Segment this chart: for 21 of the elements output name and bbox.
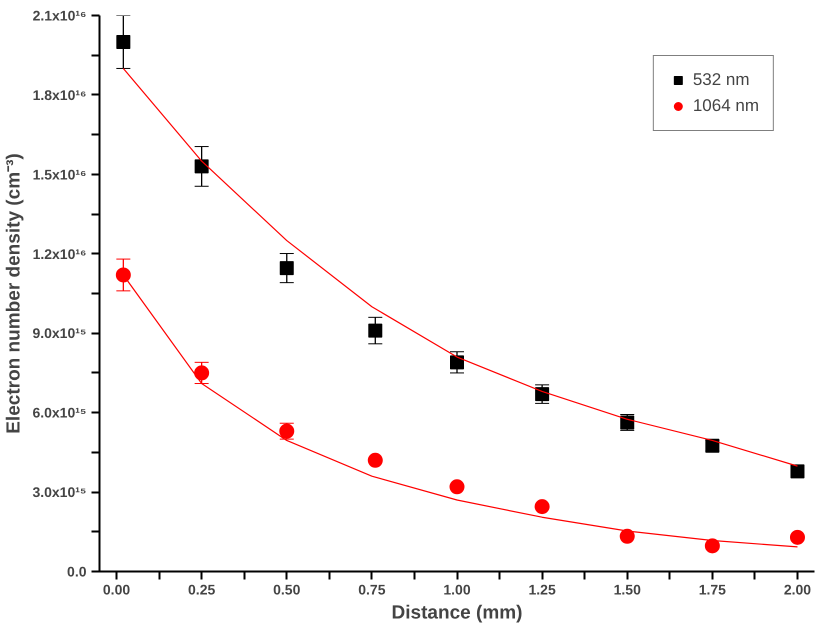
x-tick-label: 0.00 [102, 582, 130, 598]
y-tick-label: 6.0x10¹⁵ [32, 404, 87, 421]
x-tick-label: 1.75 [698, 582, 726, 598]
x-tick-label: 1.00 [443, 582, 471, 598]
x-tick-label: 0.25 [188, 582, 216, 598]
y-tick-label: 0.0 [67, 564, 87, 580]
x-tick-label: 0.75 [358, 582, 386, 598]
legend-label: 532 nm [692, 70, 750, 90]
y-tick-label: 2.1x10¹⁶ [32, 8, 87, 24]
y-axis-title: Electron number density (cm⁻³) [3, 153, 24, 434]
x-tick-label: 1.50 [614, 582, 642, 598]
x-tick-label: 2.00 [784, 582, 812, 598]
x-tick-label: 0.50 [273, 582, 301, 598]
legend-label: 1064 nm [692, 96, 759, 116]
x-axis-title: Distance (mm) [392, 602, 522, 624]
x-tick-label: 1.25 [528, 582, 556, 598]
y-tick-label: 1.2x10¹⁶ [32, 246, 87, 262]
y-tick-label: 1.8x10¹⁶ [32, 86, 87, 103]
y-tick-label: 9.0x10¹⁵ [32, 325, 87, 342]
y-tick-label: 3.0x10¹⁵ [32, 484, 87, 500]
y-tick-label: 1.5x10¹⁶ [32, 166, 87, 182]
